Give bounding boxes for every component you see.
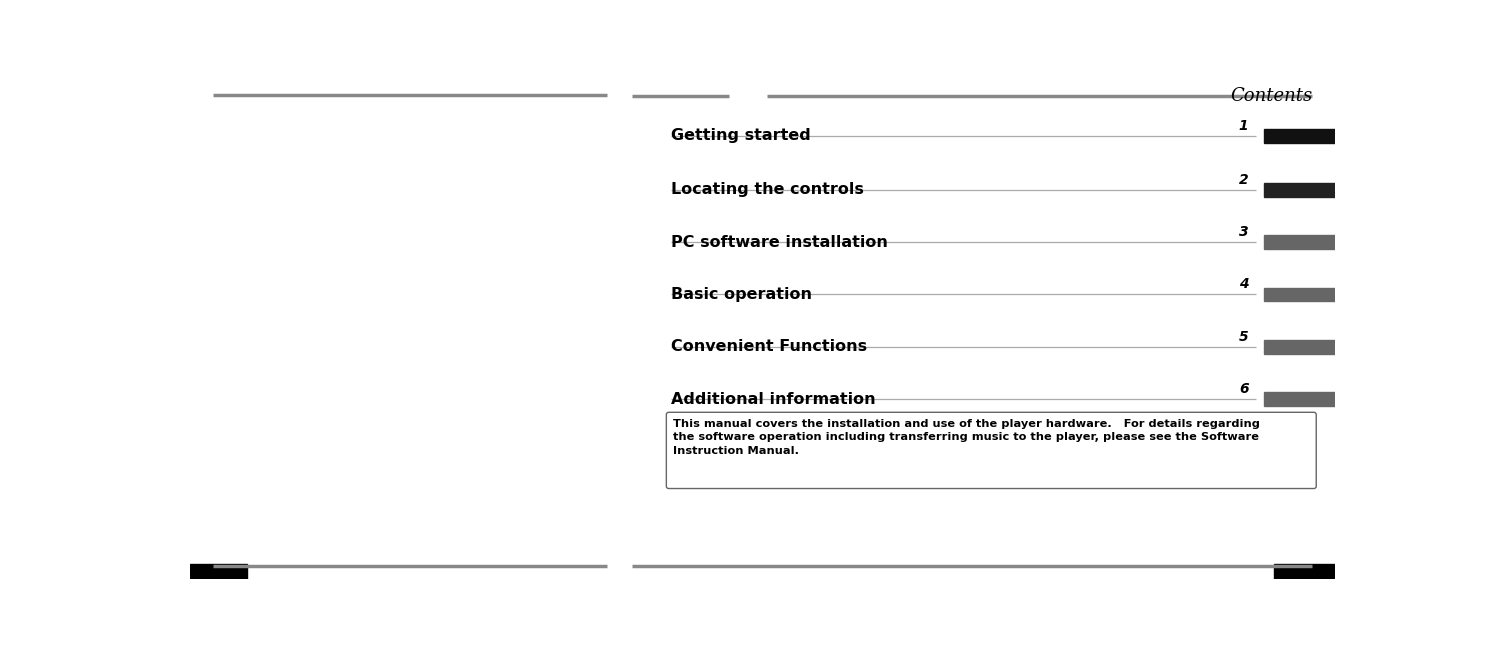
Text: Convenient Functions: Convenient Functions [671,339,868,354]
FancyBboxPatch shape [667,412,1317,488]
Text: 5: 5 [1240,330,1248,344]
Text: Additional information: Additional information [671,392,875,407]
Text: Getting started: Getting started [671,128,811,143]
Bar [1274,564,1336,579]
Text: 1: 1 [1240,118,1248,133]
Bar [1263,288,1336,301]
Text: 4: 4 [1240,277,1248,292]
Bar [1263,340,1336,353]
Text: Locating the controls: Locating the controls [671,182,865,197]
Text: 3: 3 [1240,225,1248,239]
Text: 2: 2 [1240,173,1248,187]
Bar [1263,235,1336,249]
Bar [1263,183,1336,197]
Text: Contents: Contents [1231,87,1312,105]
Text: This manual covers the installation and use of the player hardware.   For detail: This manual covers the installation and … [673,419,1260,456]
Text: PC software installation: PC software installation [671,234,888,249]
Bar [1263,393,1336,406]
Bar [1263,129,1336,143]
Text: 6: 6 [1240,382,1248,396]
Text: Basic operation: Basic operation [671,287,812,302]
Bar [189,564,247,579]
